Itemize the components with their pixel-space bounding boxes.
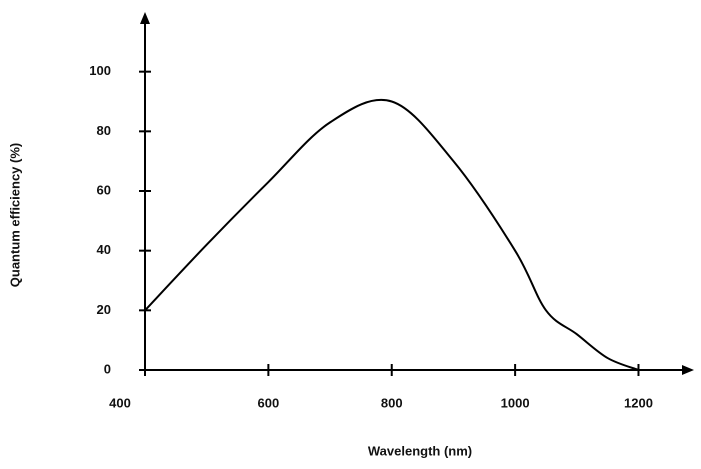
efficiency-line <box>144 98 639 371</box>
x-axis-arrow <box>682 365 694 375</box>
x-axis-label: Wavelength (nm) <box>368 443 472 458</box>
x-tick-label: 400 <box>109 395 131 410</box>
x-tick-label: 1200 <box>624 395 653 410</box>
y-tick-label: 20 <box>97 302 111 317</box>
y-tick-label: 100 <box>89 63 111 78</box>
x-tick-label: 800 <box>381 395 403 410</box>
y-tick-label: 60 <box>97 182 111 197</box>
x-tick-label: 600 <box>258 395 280 410</box>
y-tick-label: 40 <box>97 242 111 257</box>
x-tick-label: 1000 <box>501 395 530 410</box>
y-axis-arrow <box>140 12 150 24</box>
y-axis-label: Quantum efficiency (%) <box>7 143 22 287</box>
y-tick-label: 0 <box>104 361 111 376</box>
y-tick-label: 80 <box>97 123 111 138</box>
